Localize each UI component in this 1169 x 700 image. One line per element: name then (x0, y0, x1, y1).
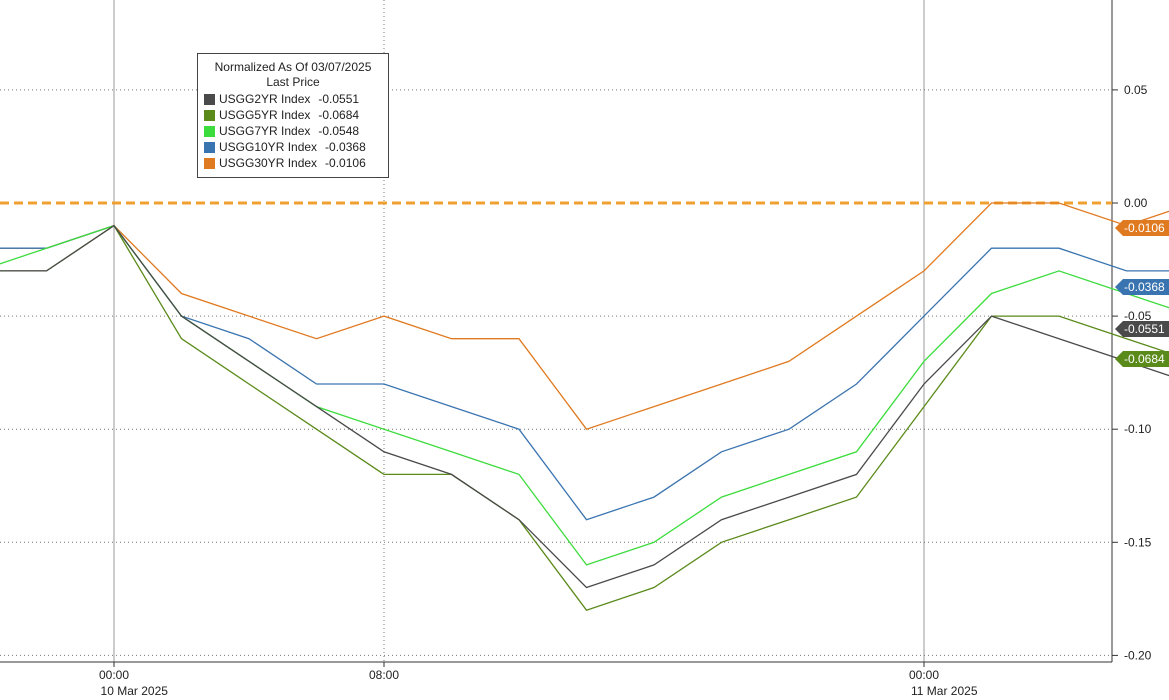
legend-entry: USGG5YR Index -0.0684 (204, 107, 382, 123)
legend-series-name: USGG5YR Index (219, 108, 311, 122)
legend-series-value: -0.0684 (318, 108, 360, 122)
value-flag (1115, 279, 1169, 295)
value-flag-label: -0.0106 (1124, 221, 1165, 235)
legend-header: Last Price (266, 75, 320, 89)
legend-series-value: -0.0551 (318, 92, 360, 106)
legend-title: Normalized As Of 03/07/2025 (214, 60, 372, 74)
series-line-usgg7yr (0, 224, 1169, 566)
value-flag (1115, 351, 1169, 367)
legend-series-name: USGG10YR Index (219, 140, 318, 154)
x-date-label: 10 Mar 2025 (101, 684, 169, 698)
legend-swatch (204, 109, 215, 121)
legend-series-name: USGG7YR Index (219, 124, 311, 138)
legend-entry: USGG7YR Index -0.0548 (204, 123, 382, 139)
legend-swatch (204, 157, 215, 169)
series-line-usgg2yr (0, 224, 1169, 589)
x-tick-label: 08:00 (369, 668, 399, 682)
y-tick-label: -0.20 (1124, 648, 1152, 662)
series-line-usgg30yr (0, 202, 1169, 430)
value-flag-label: -0.0368 (1124, 280, 1165, 294)
y-tick-label: 0.00 (1124, 196, 1148, 210)
legend-entry: USGG30YR Index -0.0106 (204, 155, 382, 171)
legend-series-value: -0.0368 (325, 140, 366, 154)
y-tick-label: -0.15 (1124, 535, 1152, 549)
series-line-usgg5yr (0, 224, 1169, 611)
legend-swatch (204, 93, 215, 105)
legend-series-name: USGG2YR Index (219, 92, 311, 106)
legend-entry: USGG10YR Index -0.0368 (204, 139, 382, 155)
legend-series-value: -0.0548 (318, 124, 360, 138)
legend-series-value: -0.0106 (325, 156, 366, 170)
x-date-label: 11 Mar 2025 (911, 684, 978, 698)
y-tick-label: 0.05 (1124, 83, 1148, 97)
value-flag (1115, 321, 1169, 337)
value-flag-label: -0.0551 (1124, 322, 1165, 336)
value-flag (1115, 220, 1169, 236)
legend-swatch (204, 125, 215, 137)
value-flag-label: -0.0684 (1124, 352, 1165, 366)
legend-series-name: USGG30YR Index (219, 156, 318, 170)
y-tick-label: -0.10 (1124, 422, 1152, 436)
legend-entry: USGG2YR Index -0.0551 (204, 91, 382, 107)
x-tick-label: 00:00 (909, 668, 939, 682)
legend-swatch (204, 141, 215, 153)
y-tick-label: -0.05 (1124, 309, 1152, 323)
legend: Normalized As Of 03/07/2025 Last Price U… (197, 53, 389, 178)
x-tick-label: 00:00 (99, 668, 129, 682)
series-line-usgg10yr (0, 224, 1169, 521)
